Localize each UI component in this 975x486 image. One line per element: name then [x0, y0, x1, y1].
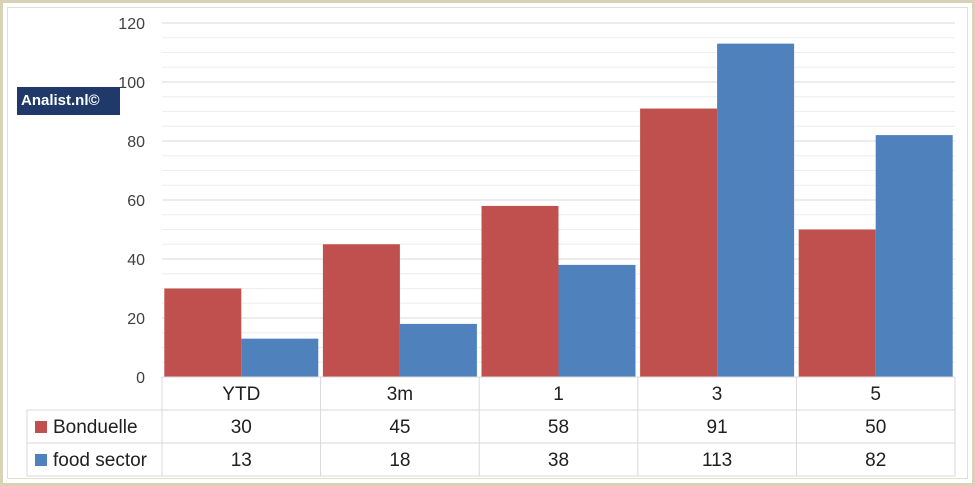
y-tick-label: 0 [136, 370, 145, 387]
x-category-label: 5 [870, 384, 881, 405]
y-tick-label: 40 [127, 252, 145, 269]
data-value-label: 38 [548, 450, 569, 471]
x-category-label: 3 [712, 384, 723, 405]
data-value-label: 50 [865, 417, 886, 438]
bars [164, 43, 953, 378]
series-name-label: food sector [53, 450, 148, 471]
bar-bonduelle [640, 108, 718, 378]
bar-food-sector [717, 43, 795, 378]
bar-food-sector [241, 338, 319, 377]
data-value-label: 45 [389, 417, 410, 438]
y-tick-label: 20 [127, 311, 145, 328]
bar-food-sector [558, 264, 636, 377]
data-value-label: 58 [548, 417, 569, 438]
data-value-label: 30 [231, 417, 252, 438]
data-value-label: 113 [702, 450, 732, 471]
x-category-label: 3m [387, 384, 413, 405]
y-tick-label: 120 [118, 16, 145, 33]
data-value-label: 13 [231, 450, 252, 471]
legend-swatch [35, 421, 47, 433]
bar-bonduelle [798, 229, 876, 377]
y-tick-label: 80 [127, 134, 145, 151]
y-axis-ticks: 0 20 40 60 80 100 120 [118, 16, 145, 387]
y-tick-label: 100 [118, 75, 145, 92]
bar-bonduelle [481, 205, 559, 377]
data-value-label: 91 [707, 417, 728, 438]
data-value-label: 18 [389, 450, 410, 471]
chart-frame-inner [7, 7, 968, 479]
analist-logo-badge: Analist.nl© [17, 87, 120, 115]
bar-bonduelle [322, 244, 400, 377]
bar-food-sector [875, 135, 953, 377]
bar-food-sector [399, 323, 477, 377]
legend-swatch [35, 454, 47, 466]
x-category-label: 1 [553, 384, 564, 405]
series-name-label: Bonduelle [53, 417, 138, 438]
data-value-label: 82 [865, 450, 886, 471]
bar-bonduelle [164, 288, 242, 377]
x-category-label: YTD [222, 384, 260, 405]
y-tick-label: 60 [127, 193, 145, 210]
